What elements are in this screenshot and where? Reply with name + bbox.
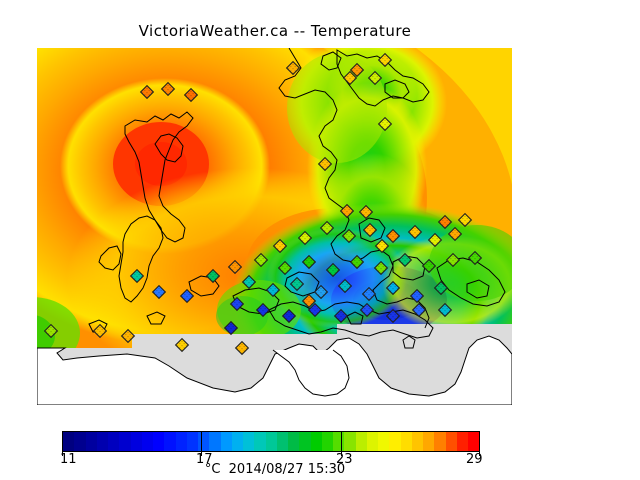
colorbar-cell	[220, 432, 232, 451]
colorbar-cell	[85, 432, 97, 451]
colorbar-cell	[423, 432, 435, 451]
colorbar-cell	[400, 432, 412, 451]
colorbar-cell	[243, 432, 255, 451]
station-markers[interactable]	[43, 52, 483, 356]
colorbar-cell	[141, 432, 153, 451]
colorbar-divider-23	[341, 431, 342, 452]
colorbar-cell	[434, 432, 446, 451]
colorbar-divider-17	[201, 431, 202, 452]
colorbar-cell	[445, 432, 457, 451]
colorbar-cell	[299, 432, 311, 451]
colorbar-cell	[288, 432, 300, 451]
colorbar-cell	[333, 432, 345, 451]
colorbar-cell	[153, 432, 165, 451]
colorbar-cell	[389, 432, 401, 451]
colorbar-cell	[310, 432, 322, 451]
colorbar-label-min: 11	[60, 452, 77, 467]
colorbar-tick-11	[62, 452, 63, 456]
colorbar-cell	[411, 432, 423, 451]
colorbar-cell	[198, 432, 210, 451]
colorbar-cell	[186, 432, 198, 451]
colorbar-cell	[366, 432, 378, 451]
colorbar-cell	[355, 432, 367, 451]
colorbar-cell	[468, 432, 480, 451]
colorbar-cell	[265, 432, 277, 451]
temperature-field-svg	[37, 48, 512, 405]
colorbar-cell	[344, 432, 356, 451]
colorbar-cell	[119, 432, 131, 451]
colorbar-cell	[130, 432, 142, 451]
colorbar-label-23: 23	[336, 452, 353, 467]
colorbar-caption: °C 2014/08/27 15:30	[204, 462, 346, 477]
colorbar-cell	[74, 432, 86, 451]
page-title: VictoriaWeather.ca -- Temperature	[138, 22, 412, 40]
colorbar-cell	[231, 432, 243, 451]
colorbar-tick-23	[341, 452, 342, 456]
colorbar-strip[interactable]	[62, 431, 480, 452]
colorbar-tick-29	[479, 452, 480, 456]
colorbar-cell	[254, 432, 266, 451]
colorbar-cell	[321, 432, 333, 451]
colorbar-cell	[96, 432, 108, 451]
colorbar-tick-17	[201, 452, 202, 456]
colorbar-label-max: 29	[466, 452, 483, 467]
colorbar-cell	[175, 432, 187, 451]
temperature-colorbar[interactable]	[62, 431, 480, 456]
southern-landmass	[37, 335, 512, 405]
colorbar-cell	[164, 432, 176, 451]
colorbar-label-17: 17	[196, 452, 213, 467]
colorbar-cell	[378, 432, 390, 451]
colorbar-cell	[209, 432, 221, 451]
colorbar-cell	[108, 432, 120, 451]
colorbar-cell	[276, 432, 288, 451]
temperature-map-panel[interactable]	[37, 48, 512, 405]
colorbar-cell	[456, 432, 468, 451]
colorbar-cell	[63, 432, 75, 451]
